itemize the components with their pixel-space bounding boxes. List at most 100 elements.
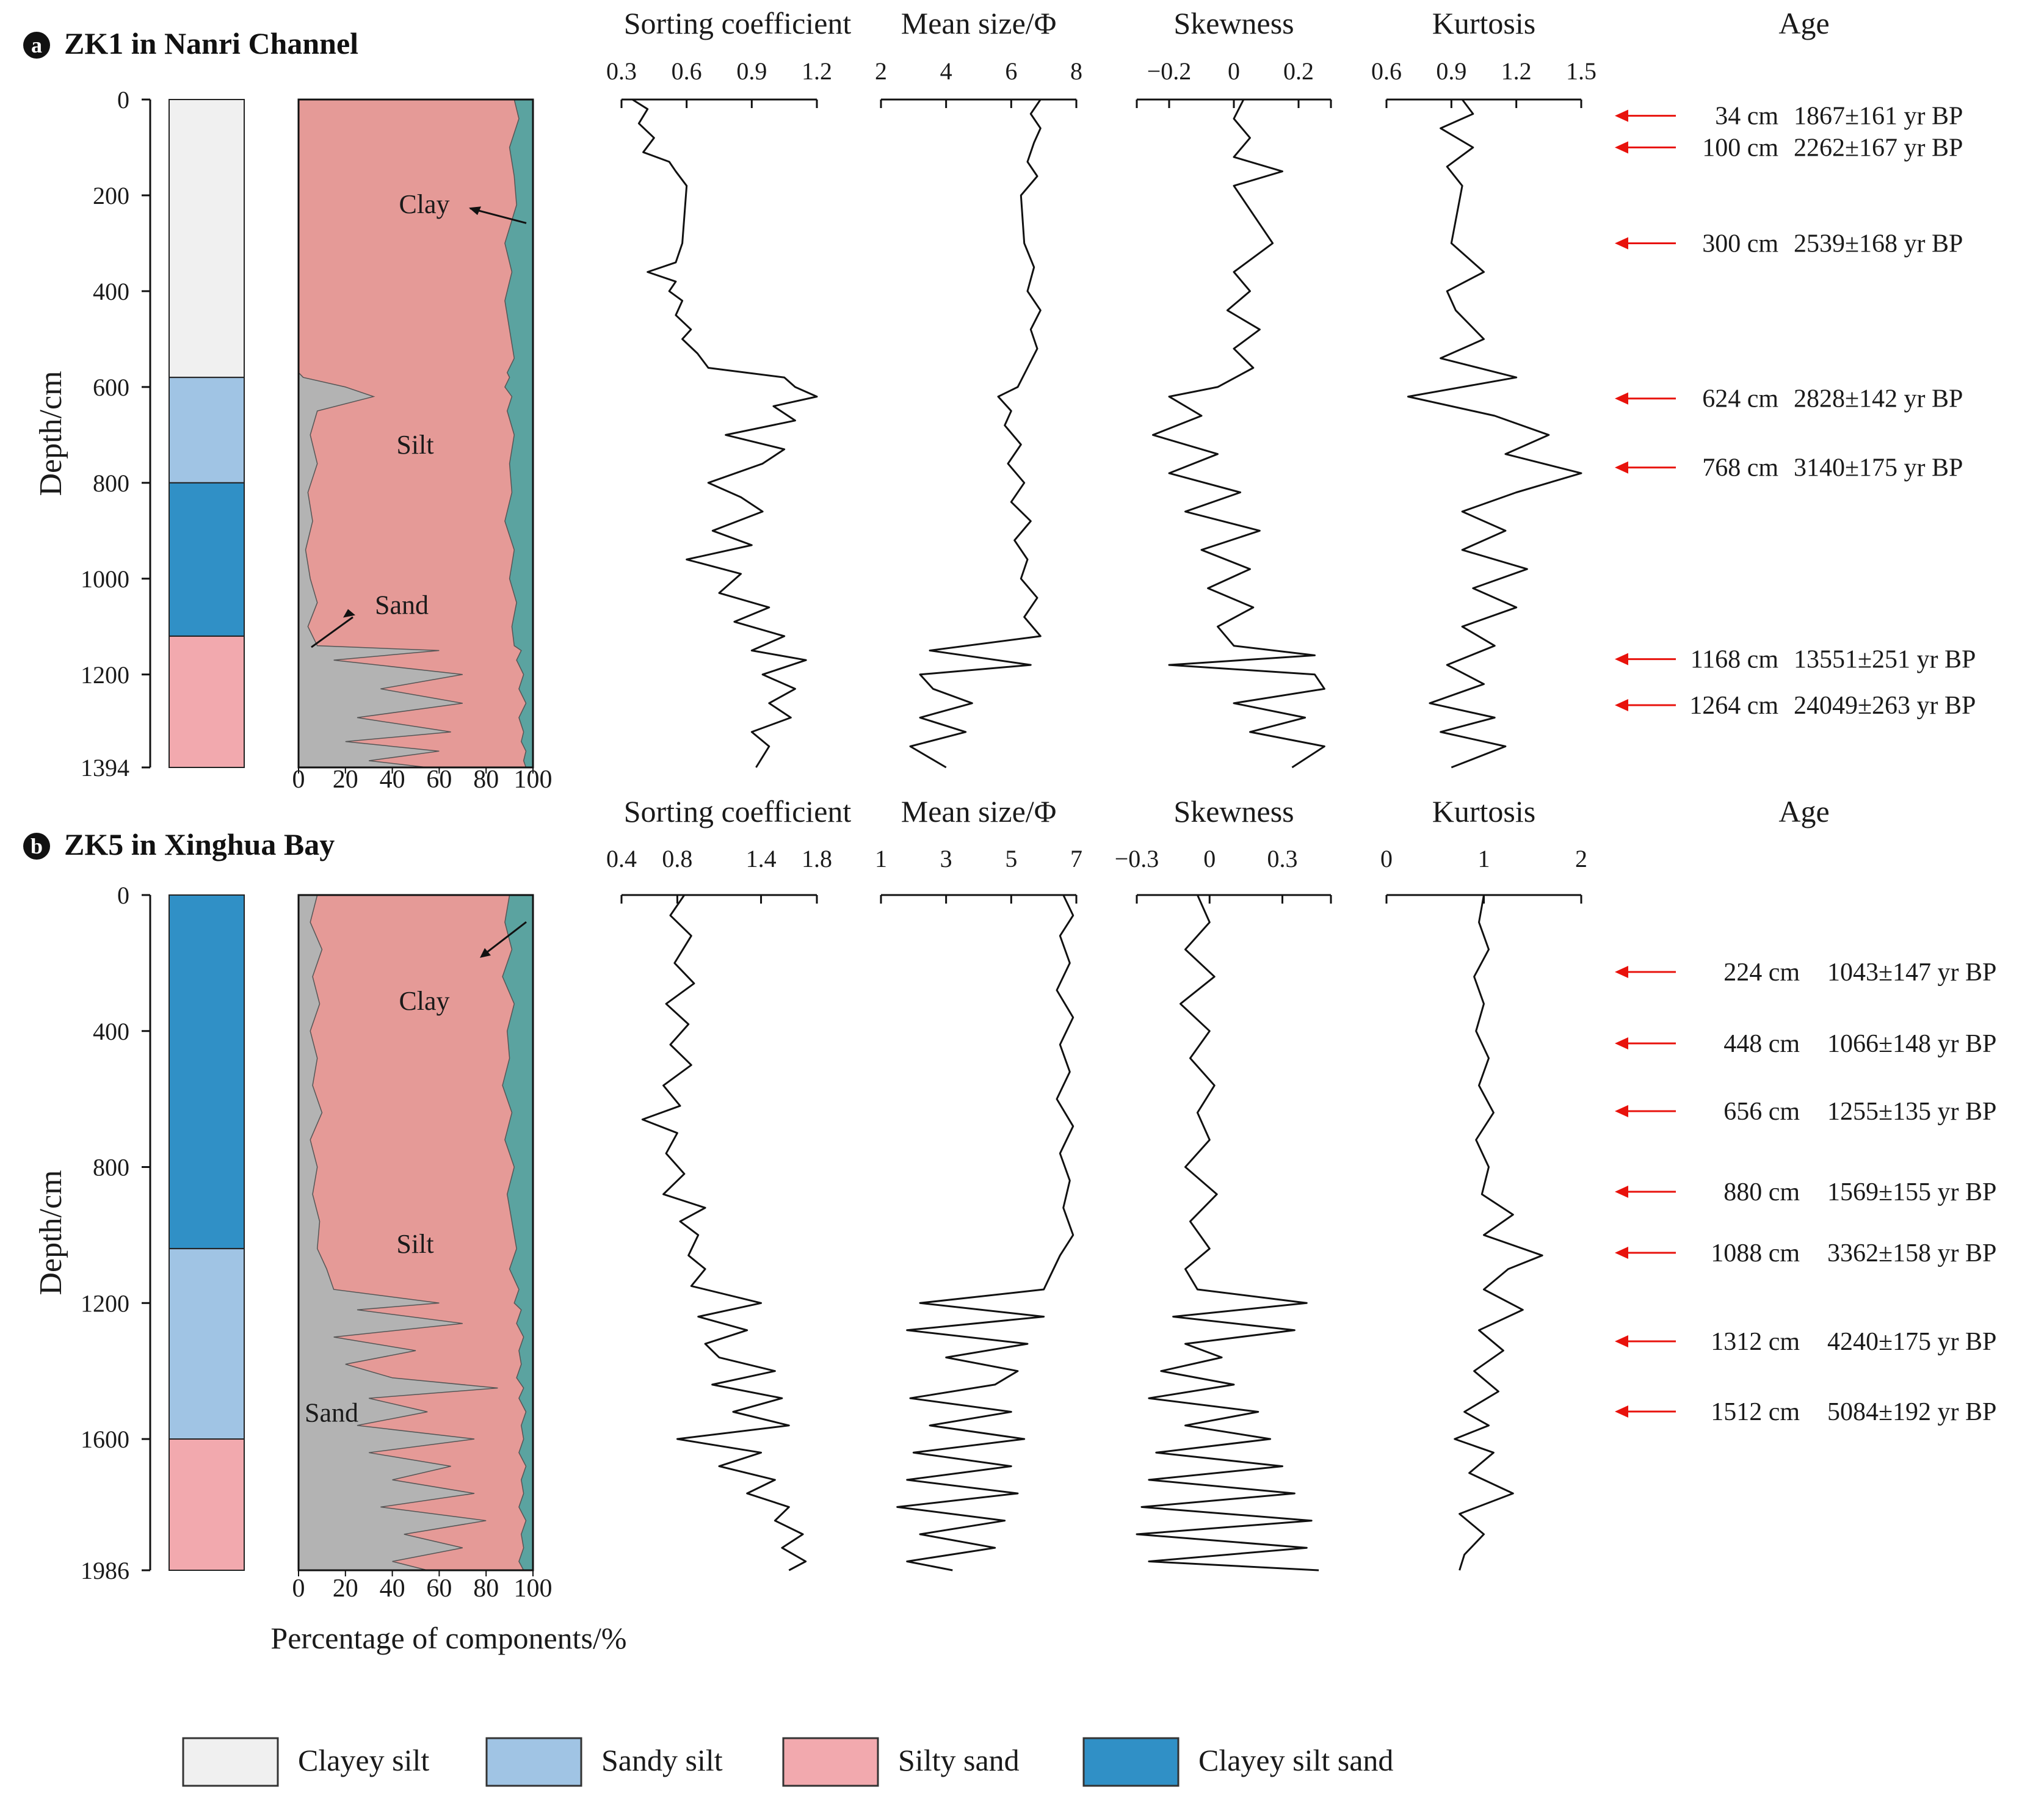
series-tick-label: 1: [1478, 845, 1490, 872]
series-tick-label: 0: [1380, 845, 1393, 872]
lithology-segment: [169, 482, 245, 637]
age-value-label: 5084±192 yr BP: [1827, 1398, 1996, 1426]
panel-a: a ZK1 in Nanri ChannelDepth/cm02004006008…: [23, 6, 1976, 794]
legend-label: Clayey silt sand: [1198, 1743, 1393, 1777]
series-tick-label: 0: [1203, 845, 1216, 872]
age-depth-label: 224 cm: [1723, 959, 1800, 987]
series-tick-label: 1.4: [746, 845, 777, 872]
depth-axis-label: Depth/cm: [34, 1170, 68, 1295]
series-line: [1152, 99, 1325, 769]
series-line: [1454, 894, 1543, 1571]
age-arrow-head: [1615, 1335, 1628, 1347]
lithology-segment: [169, 99, 245, 379]
series-tick-label: 8: [1070, 57, 1082, 85]
series-header: Mean size/Φ: [901, 6, 1057, 40]
series-tick-label: 0.3: [606, 57, 637, 85]
series-tick-label: 0.2: [1283, 57, 1314, 85]
series-tick-label: 1.8: [802, 845, 832, 872]
depth-tick-label: 600: [93, 374, 129, 401]
age-header: Age: [1778, 6, 1829, 40]
silt-label: Silt: [396, 430, 433, 460]
lithology-segment: [169, 377, 245, 484]
age-value-label: 24049±263 yr BP: [1794, 692, 1976, 720]
clay-label: Clay: [399, 189, 449, 219]
legend-label: Silty sand: [898, 1743, 1020, 1777]
age-value-label: 2262±167 yr BP: [1794, 134, 1963, 162]
series-tick-label: 1.2: [1501, 57, 1532, 85]
series-tick-label: 2: [875, 57, 887, 85]
age-depth-label: 34 cm: [1715, 103, 1778, 131]
age-value-label: 13551±251 yr BP: [1794, 646, 1976, 674]
series-tick-label: 0: [1228, 57, 1240, 85]
age-depth-label: 1264 cm: [1689, 692, 1778, 720]
age-arrow-head: [1615, 1405, 1628, 1418]
component-axis-label: Percentage of components/%: [270, 1621, 626, 1655]
panel-badge-letter: a: [31, 33, 42, 57]
age-arrow-head: [1615, 966, 1628, 978]
lithology-segment: [169, 635, 245, 769]
series-tick-label: 1.5: [1566, 57, 1596, 85]
legend-swatch: [1082, 1737, 1180, 1787]
depth-tick-label: 1394: [81, 754, 129, 781]
age-depth-label: 1512 cm: [1711, 1398, 1800, 1426]
age-depth-label: 880 cm: [1723, 1178, 1800, 1206]
panel-b: b ZK5 in Xinghua BayDepth/cm0400800120016…: [23, 794, 1996, 1603]
age-depth-label: 1088 cm: [1711, 1239, 1800, 1267]
series-line: [1136, 894, 1319, 1571]
series-tick-label: 0.6: [672, 57, 702, 85]
depth-tick-label: 400: [93, 1018, 129, 1045]
legend-swatch: [485, 1737, 582, 1787]
age-arrow-head: [1615, 461, 1628, 474]
series-tick-label: 1.2: [802, 57, 832, 85]
series-header: Sorting coefficient: [624, 6, 852, 40]
panel-title: ZK1 in Nanri Channel: [64, 26, 358, 60]
sand-label: Sand: [375, 590, 429, 620]
component-tick-label: 40: [380, 1575, 405, 1603]
sand-area: [298, 894, 498, 1571]
series-tick-label: 1: [875, 845, 887, 872]
depth-axis-label: Depth/cm: [34, 371, 68, 496]
series-line: [631, 98, 818, 768]
series-tick-label: −0.3: [1115, 845, 1159, 872]
series-tick-label: 7: [1070, 845, 1082, 872]
series-line: [1407, 99, 1582, 769]
component-tick-label: 80: [473, 766, 499, 794]
component-tick-label: 100: [514, 1575, 553, 1603]
depth-tick-label: 0: [117, 86, 129, 114]
age-arrow-head: [1615, 237, 1628, 250]
sand-label: Sand: [305, 1398, 358, 1428]
clay-arrow-head: [469, 206, 481, 216]
component-tick-label: 60: [426, 1575, 452, 1603]
age-arrow-head: [1615, 698, 1628, 711]
series-line: [896, 894, 1075, 1571]
silt-label: Silt: [396, 1229, 433, 1259]
age-value-label: 2539±168 yr BP: [1794, 230, 1963, 258]
clay-arrow-head: [480, 948, 491, 958]
legend: Clayey silt Sandy silt Silty sand Clayey si…: [182, 1737, 1393, 1787]
depth-tick-label: 800: [93, 1154, 129, 1181]
age-depth-label: 768 cm: [1702, 454, 1778, 482]
component-tick-label: 60: [426, 766, 452, 794]
series-tick-label: 4: [940, 57, 952, 85]
clay-arrow: [469, 207, 527, 224]
age-header: Age: [1778, 794, 1829, 828]
series-header: Mean size/Φ: [901, 794, 1057, 828]
legend-swatch: [782, 1737, 879, 1787]
lithology-segment: [169, 894, 245, 1250]
panel-badge-icon: [23, 32, 50, 59]
age-value-label: 2828±142 yr BP: [1794, 385, 1963, 413]
component-tick-label: 80: [473, 1575, 499, 1603]
series-tick-label: 0.4: [606, 845, 637, 872]
series-tick-label: 0.8: [662, 845, 692, 872]
series-tick-label: 6: [1005, 57, 1017, 85]
depth-tick-label: 1000: [81, 565, 129, 593]
legend-label: Sandy silt: [601, 1743, 723, 1777]
series-tick-label: 0.9: [736, 57, 767, 85]
silt-area: [298, 99, 527, 768]
series-tick-label: 5: [1005, 845, 1017, 872]
age-value-label: 3140±175 yr BP: [1794, 454, 1963, 482]
component-tick-label: 0: [292, 1575, 305, 1603]
series-tick-label: 0.9: [1436, 57, 1466, 85]
age-arrow-head: [1615, 653, 1628, 665]
